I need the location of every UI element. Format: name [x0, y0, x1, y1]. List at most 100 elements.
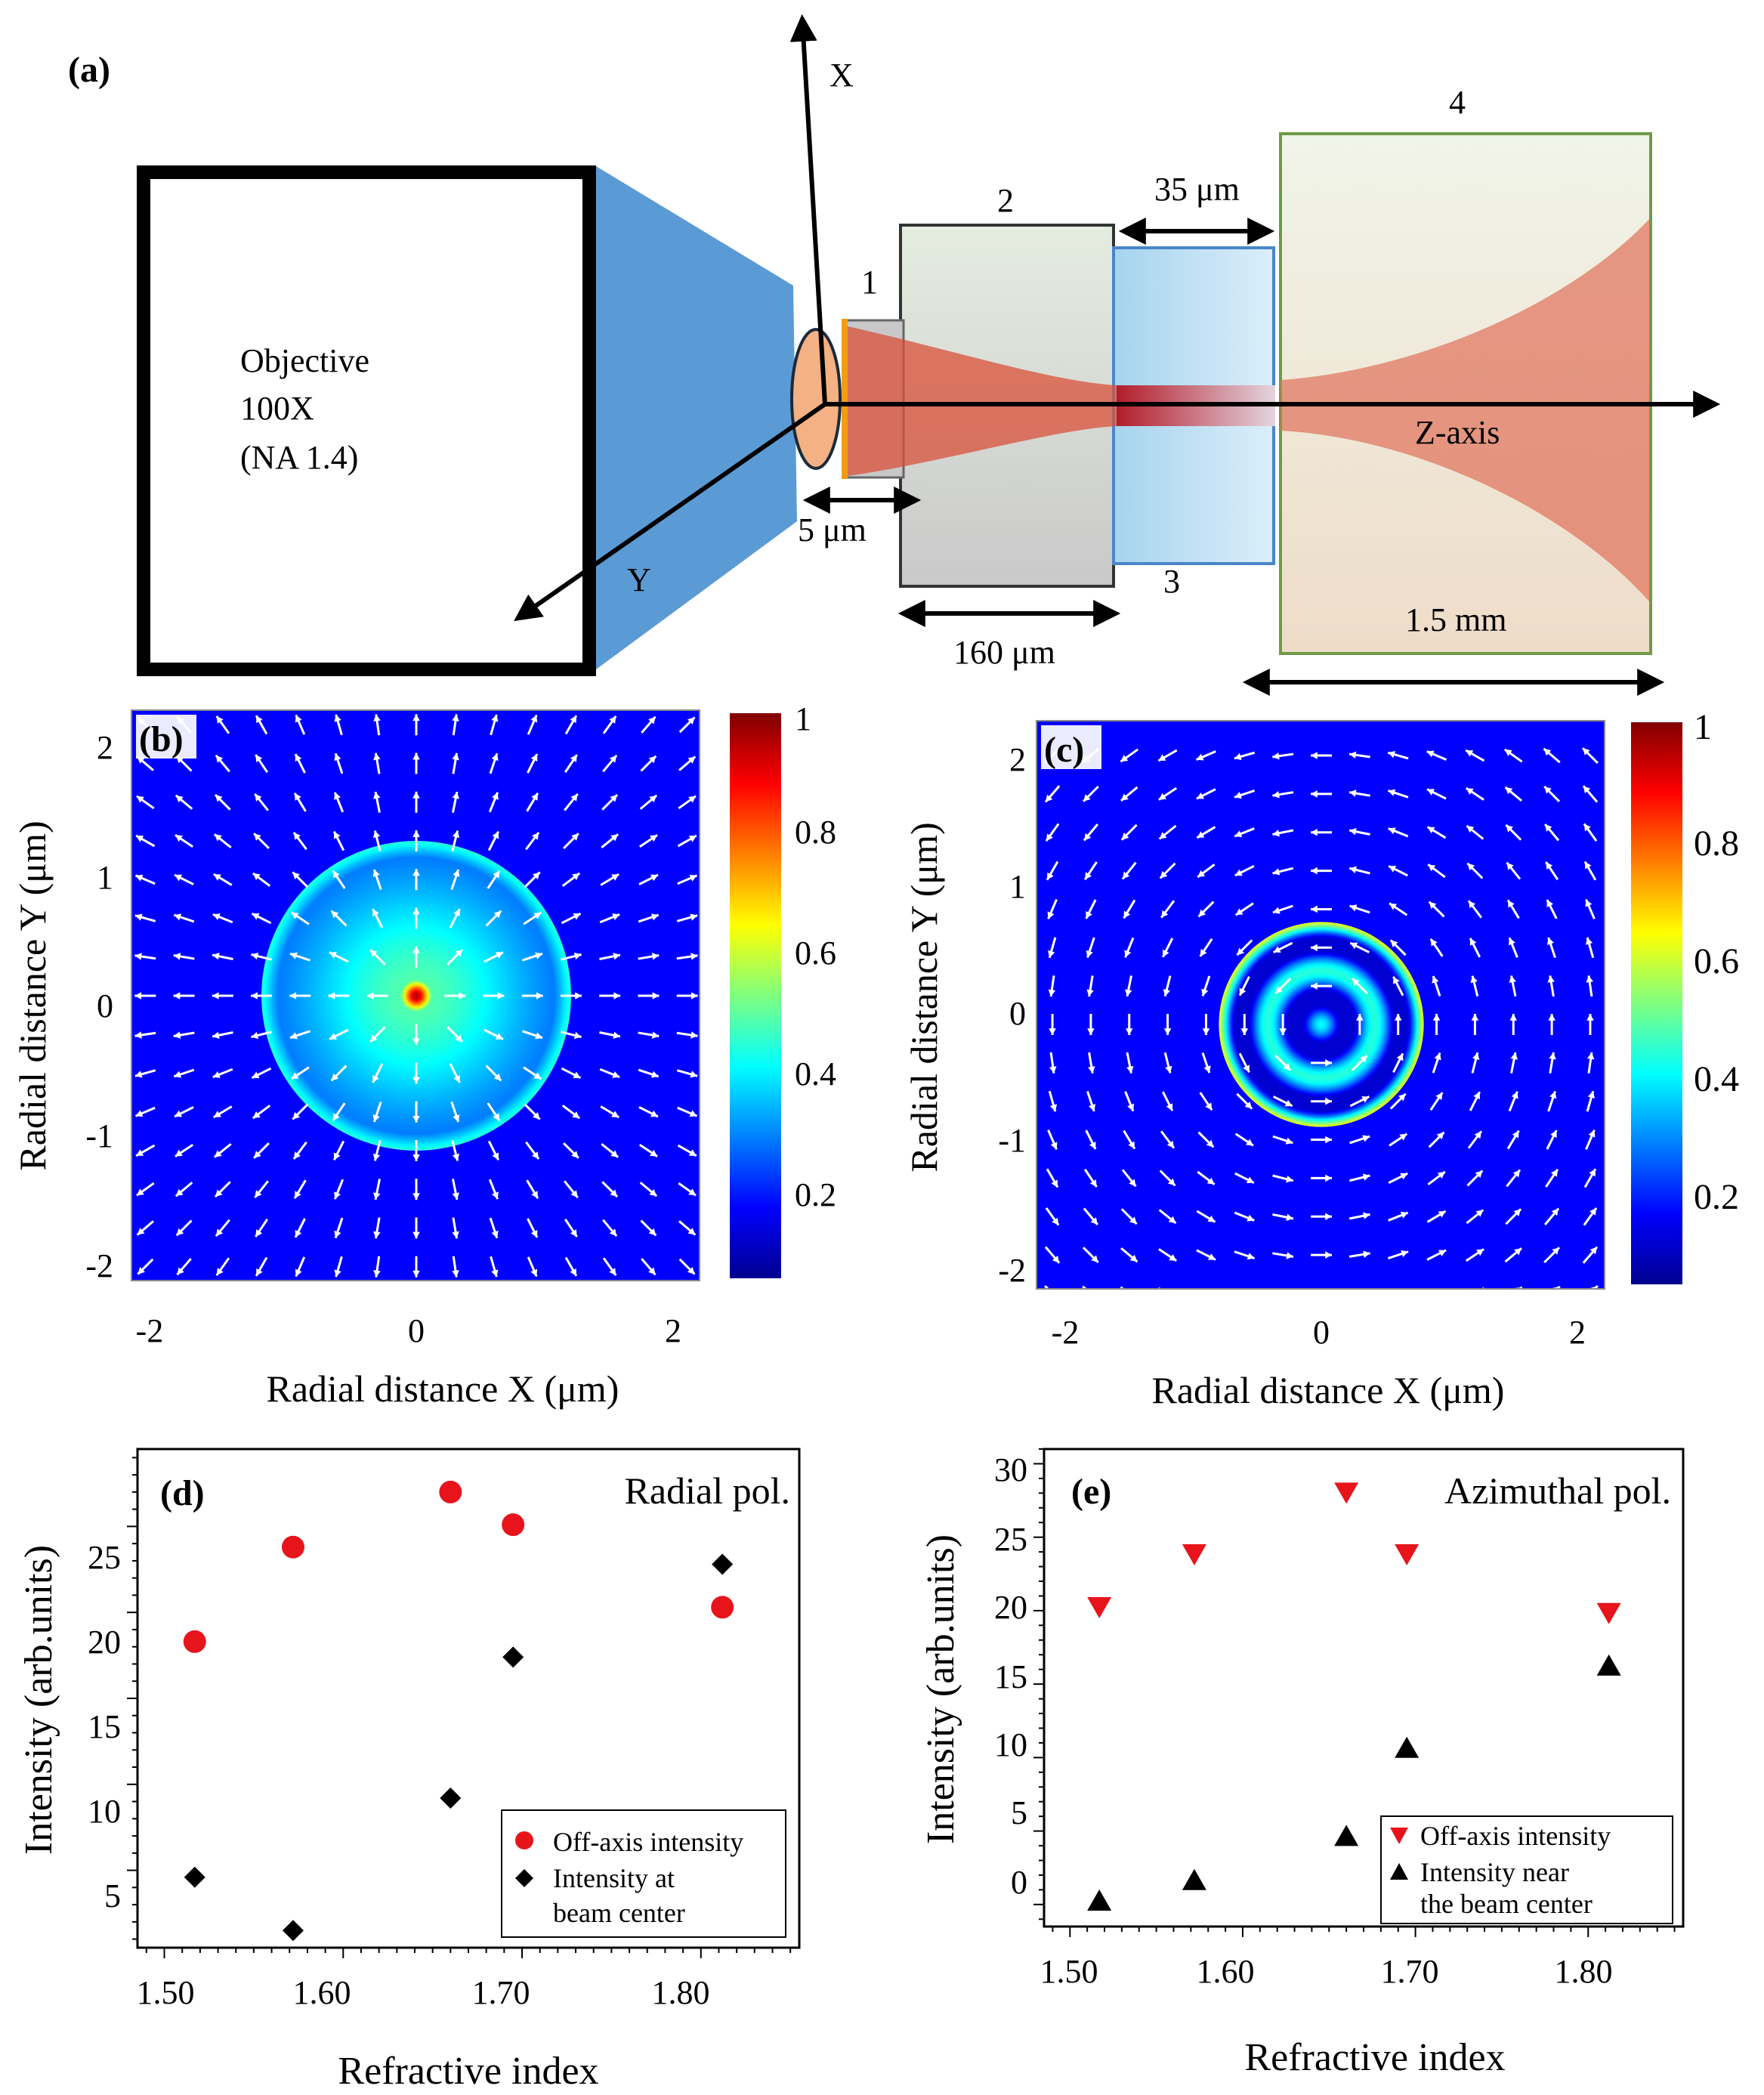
polarization-arrowhead: [609, 1268, 616, 1276]
polarization-arrowhead: [1284, 1099, 1293, 1107]
polarization-arrowhead: [1046, 833, 1053, 842]
polarization-arrowhead: [612, 1071, 620, 1078]
polarization-arrowhead: [572, 1111, 580, 1119]
polarization-arrowhead: [1206, 1139, 1214, 1148]
panel-d-ytick: 15: [88, 1708, 121, 1745]
dim-35um-label: 35 μm: [1154, 171, 1240, 208]
polarization-arrowhead: [334, 753, 341, 762]
panel-c-ytick: 1: [1009, 868, 1026, 905]
panel-e-points: [1087, 1482, 1621, 1911]
panel-d-legend-circle-marker: [515, 1831, 533, 1849]
polarization-arrowhead: [136, 796, 144, 803]
y-axis-label: Y: [627, 561, 651, 598]
polarization-arrowhead: [1432, 975, 1439, 984]
polarization-arrowhead: [1428, 864, 1436, 872]
panel-e-ytick: 15: [994, 1658, 1027, 1695]
polarization-arrowhead: [1360, 1055, 1367, 1063]
polarization-arrowhead: [1052, 1255, 1060, 1263]
panel-b-cbar-tick: 1: [795, 700, 811, 737]
polarization-arrowhead: [687, 756, 696, 764]
polarization-arrowhead: [533, 1072, 542, 1080]
polarization-arrowhead: [1085, 872, 1092, 880]
polarization-arrowhead: [1508, 900, 1515, 908]
polarization-arrowhead: [650, 835, 658, 842]
panel-b-ylabel: Radial distance Y (μm): [11, 820, 54, 1170]
polarization-arrowhead: [289, 952, 298, 959]
polarization-arrowhead: [412, 714, 420, 722]
polarization-arrowhead: [1207, 1215, 1216, 1222]
polarization-arrowhead: [295, 1191, 301, 1199]
polarization-arrowhead: [255, 1229, 263, 1238]
polarization-arrowhead: [1206, 1177, 1215, 1185]
panel-b-xlabel: Radial distance X (μm): [267, 1367, 619, 1410]
polarization-arrowhead: [174, 1071, 182, 1078]
polarization-arrowhead: [1127, 1103, 1135, 1111]
polarization-arrowhead: [573, 1071, 581, 1079]
polarization-arrowhead: [291, 912, 299, 919]
polarization-arrow: [1444, 1288, 1447, 1289]
polarization-arrowhead: [492, 1152, 499, 1160]
polarization-arrowhead: [1552, 1247, 1559, 1255]
polarization-arrowhead: [1048, 950, 1055, 958]
polarization-arrow: [1157, 1287, 1163, 1289]
polarization-arrowhead: [334, 1191, 341, 1200]
box-4-label: 4: [1449, 84, 1466, 121]
polarization-arrowhead: [1583, 748, 1590, 755]
polarization-arrowhead: [452, 792, 459, 799]
polarization-arrowhead: [136, 836, 144, 842]
polarization-arrowhead: [570, 1229, 577, 1238]
polarization-arrowhead: [255, 793, 262, 802]
polarization-arrowhead: [1311, 905, 1318, 913]
dim-15mm-label: 1.5 mm: [1405, 601, 1506, 638]
polarization-arrowhead: [1390, 940, 1398, 947]
polarization-arrowhead: [1474, 1131, 1481, 1139]
polarization-arrowhead: [1272, 907, 1281, 914]
polarization-arrowhead: [530, 715, 538, 723]
polarization-arrowhead: [690, 1031, 698, 1039]
x-axis-label: X: [829, 57, 854, 94]
polarization-arrowhead: [1466, 750, 1474, 757]
polarization-arrowhead: [1158, 754, 1166, 761]
polarization-arrow: [1388, 1290, 1408, 1296]
polarization-arrowhead: [1589, 1169, 1596, 1177]
polarization-arrowhead: [1129, 1254, 1138, 1262]
polarization-arrowhead: [1089, 1104, 1096, 1111]
panel-b-ytick: -2: [85, 1247, 113, 1284]
panel-c-cbar-tick: 0.8: [1694, 823, 1739, 864]
polarization-arrowhead: [1466, 788, 1474, 795]
panel-e-legend: [1380, 1815, 1673, 1924]
polarization-arrowhead: [453, 1075, 460, 1083]
polarization-arrowhead: [1583, 786, 1591, 794]
panel-e-xtick: 1.70: [1381, 1953, 1439, 1990]
polarization-arrowhead: [1586, 1014, 1594, 1021]
polarization-arrowhead: [491, 1269, 499, 1278]
polarization-arrowhead: [1240, 1028, 1249, 1035]
polarization-arrowhead: [1169, 1292, 1177, 1299]
polarization-arrowhead: [1123, 871, 1130, 879]
polarization-arrowhead: [613, 1031, 620, 1039]
polarization-arrowhead: [1089, 1179, 1097, 1188]
panel-e-ylabel: Intensity (arb.units): [919, 1534, 962, 1844]
polarization-arrowhead: [412, 1038, 420, 1046]
polarization-arrowhead: [610, 834, 619, 842]
polarization-arrowhead: [1551, 1169, 1558, 1177]
polarization-arrowhead: [252, 913, 260, 920]
polarization-arrowhead: [1389, 903, 1398, 910]
polarization-arrowhead: [334, 1230, 341, 1238]
polarization-arrowhead: [1272, 791, 1280, 799]
polarization-arrowhead: [1505, 786, 1513, 795]
polarization-arrowhead: [650, 874, 658, 882]
polarization-arrowhead: [1588, 1129, 1596, 1138]
polarization-arrowhead: [1286, 1176, 1293, 1183]
polarization-arrowhead: [452, 1192, 459, 1200]
polarization-arrow: [1480, 1287, 1485, 1289]
polarization-arrowhead: [173, 953, 181, 960]
polarization-arrowhead: [1083, 833, 1092, 841]
panel-a-label: (a): [68, 50, 110, 90]
polarization-arrowhead: [650, 913, 659, 921]
polarization-arrowhead: [137, 1266, 146, 1275]
panel-d-legend-entry-2b: beam center: [553, 1898, 685, 1928]
polarization-arrowhead: [573, 913, 581, 920]
polarization-arrowhead: [1436, 1132, 1444, 1140]
polarization-arrowhead: [651, 953, 660, 960]
